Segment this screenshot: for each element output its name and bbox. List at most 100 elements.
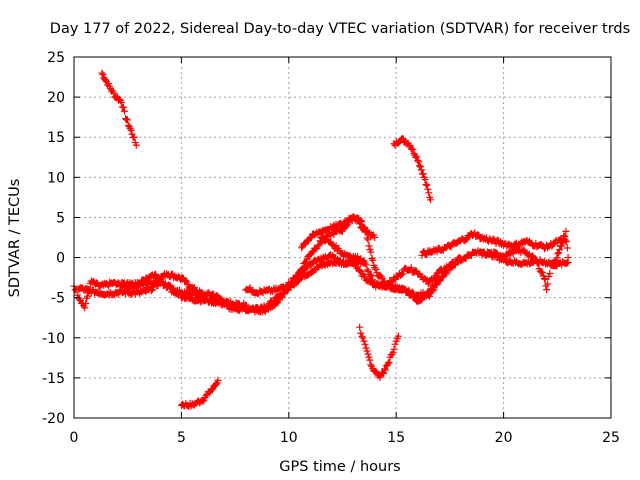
data-point	[274, 298, 282, 306]
data-point	[287, 280, 295, 288]
data-point	[355, 217, 363, 225]
data-point	[241, 302, 249, 310]
data-point	[117, 98, 125, 106]
y-tick-label: 25	[47, 50, 65, 66]
data-point	[427, 196, 435, 204]
data-point	[369, 256, 377, 264]
data-point	[122, 115, 130, 123]
data-point	[560, 232, 568, 240]
data-point	[549, 262, 557, 270]
y-tick-label: 10	[47, 170, 65, 186]
data-point	[356, 220, 364, 228]
data-point	[361, 340, 369, 348]
data-point	[407, 264, 415, 272]
x-tick-label: 10	[280, 430, 298, 446]
data-point	[462, 255, 470, 263]
data-point	[314, 242, 322, 250]
data-point	[273, 299, 281, 307]
data-point	[207, 386, 215, 394]
data-point	[182, 276, 190, 284]
y-tick-label: -20	[42, 411, 65, 427]
data-point	[360, 257, 368, 265]
data-point	[294, 272, 302, 280]
data-point	[75, 295, 83, 303]
series-arc-d	[390, 135, 435, 204]
data-point	[358, 332, 366, 340]
data-point	[432, 280, 440, 288]
data-point	[421, 176, 429, 184]
data-point	[119, 103, 127, 111]
y-tick-label: 0	[56, 251, 65, 267]
data-point	[126, 124, 134, 132]
data-point	[288, 278, 296, 286]
data-point	[390, 345, 398, 353]
data-point	[212, 380, 220, 388]
data-point	[429, 287, 437, 295]
data-point	[563, 237, 571, 245]
data-point	[359, 258, 367, 266]
data-point	[534, 260, 542, 268]
data-point	[425, 189, 433, 197]
y-tick-label: 15	[47, 130, 65, 146]
y-tick-label: -5	[51, 291, 65, 307]
x-tick-label: 15	[387, 430, 405, 446]
series-arc-b	[177, 376, 222, 411]
data-point	[417, 296, 425, 304]
data-point	[474, 231, 482, 239]
data-point	[367, 272, 375, 280]
chart-title: Day 177 of 2022, Sidereal Day-to-day VTE…	[50, 21, 630, 37]
data-point	[360, 337, 368, 345]
data-point	[385, 358, 393, 366]
data-point	[394, 332, 402, 340]
data-point	[381, 366, 389, 374]
data-point	[409, 145, 417, 153]
data-point	[335, 256, 343, 264]
data-point	[365, 353, 373, 361]
data-point	[384, 359, 392, 367]
series-arc-g	[117, 270, 250, 310]
data-point	[424, 185, 432, 193]
data-point	[132, 141, 140, 149]
data-point	[562, 227, 570, 235]
x-axis-ticks: 0 5 10 15 20 25	[70, 57, 620, 446]
series-arc-l	[478, 227, 572, 294]
data-point	[413, 153, 421, 161]
data-point	[558, 242, 566, 250]
data-point	[433, 281, 441, 289]
data-point	[359, 334, 367, 342]
data-point	[414, 157, 422, 165]
series-arc-f	[74, 214, 443, 316]
data-point	[130, 133, 138, 141]
data-point	[361, 273, 369, 281]
y-tick-label: -10	[42, 331, 65, 347]
data-point	[372, 266, 380, 274]
data-point	[242, 301, 250, 309]
data-point	[199, 397, 207, 405]
data-point	[538, 269, 546, 277]
x-tick-label: 20	[495, 430, 513, 446]
data-point	[357, 329, 365, 337]
data-point	[399, 270, 407, 278]
data-point	[368, 255, 376, 263]
x-tick-label: 0	[70, 430, 79, 446]
data-point	[424, 280, 432, 288]
y-tick-label: 20	[47, 90, 65, 106]
data-point	[417, 166, 425, 174]
series-arc-h	[242, 247, 572, 305]
grid	[74, 57, 611, 418]
data-point	[356, 266, 364, 274]
series-arc-a	[98, 69, 140, 149]
data-point	[365, 242, 373, 250]
data-point	[278, 293, 286, 301]
data-point	[293, 273, 301, 281]
data-point	[438, 273, 446, 281]
data-point	[377, 273, 385, 281]
data-point	[529, 252, 537, 260]
series-arc-c	[356, 323, 402, 381]
data-point	[555, 246, 563, 254]
data-point	[418, 251, 426, 259]
data-point	[541, 275, 549, 283]
data-point	[389, 349, 397, 357]
data-point	[298, 244, 306, 252]
